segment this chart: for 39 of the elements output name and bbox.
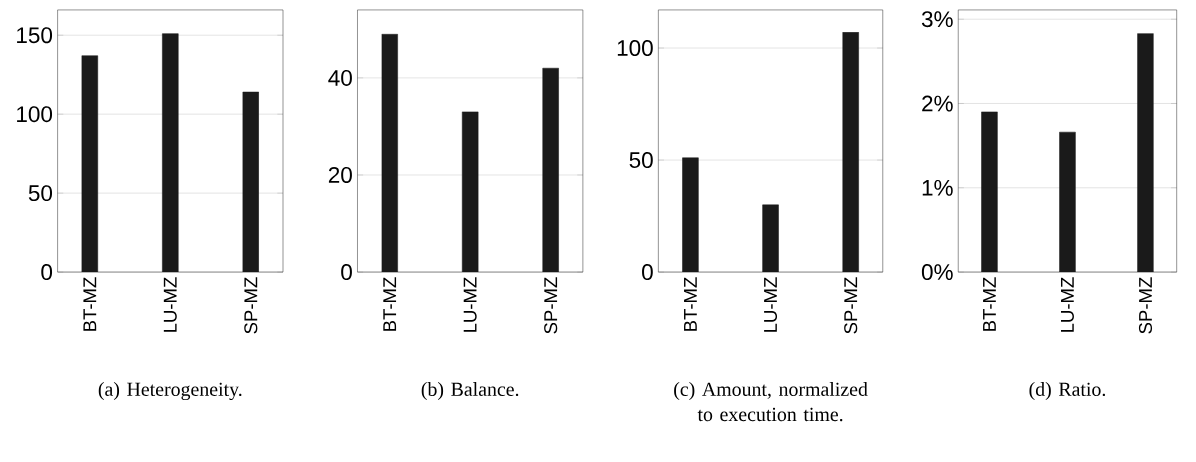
- y-tick-label: 0%: [921, 264, 953, 281]
- y-tick-label: 50: [28, 185, 53, 202]
- bar: [842, 32, 859, 273]
- x-tick-label: SP-MZ: [544, 277, 558, 334]
- y-tick-label: 0: [642, 264, 653, 281]
- text: (b) Balance.: [421, 382, 519, 401]
- y-tick-label: 1%: [922, 180, 953, 196]
- bar: [381, 34, 398, 273]
- y-tick-label: 100: [17, 106, 53, 123]
- y-tick-label: 20: [328, 167, 352, 184]
- y-tick-label: 150: [17, 27, 53, 44]
- x-tick-label: LU-MZ: [764, 277, 778, 332]
- y-tick-label: 100: [617, 40, 653, 57]
- bar: [81, 55, 99, 273]
- bar: [542, 68, 559, 273]
- text: (a) Heterogeneity.: [98, 382, 242, 401]
- bar: [242, 91, 260, 273]
- y-tick-label: 40: [328, 70, 352, 86]
- y-tick-label: 0: [41, 264, 53, 281]
- x-tick-label: BT-MZ: [383, 277, 397, 331]
- text: (c) Amount, normalized to execution time.: [674, 382, 868, 422]
- x-tick-label: BT-MZ: [83, 277, 97, 331]
- bar: [762, 204, 779, 273]
- y-tick-label: 2%: [922, 95, 953, 112]
- bar: [162, 33, 179, 273]
- y-tick-label: 0: [341, 264, 352, 281]
- x-tick-label: SP-MZ: [844, 277, 858, 334]
- text: (d) Ratio.: [1029, 382, 1106, 401]
- x-tick-label: LU-MZ: [163, 277, 177, 332]
- x-tick-label: LU-MZ: [1061, 277, 1074, 332]
- bar: [682, 157, 699, 273]
- x-tick-label: BT-MZ: [983, 277, 996, 331]
- bar: [461, 111, 479, 273]
- x-tick-label: SP-MZ: [244, 277, 258, 334]
- x-tick-label: LU-MZ: [463, 277, 477, 332]
- x-tick-label: SP-MZ: [1138, 277, 1153, 334]
- y-tick-label: 50: [629, 152, 653, 169]
- x-tick-label: BT-MZ: [684, 277, 697, 331]
- y-tick-label: 3%: [921, 11, 953, 28]
